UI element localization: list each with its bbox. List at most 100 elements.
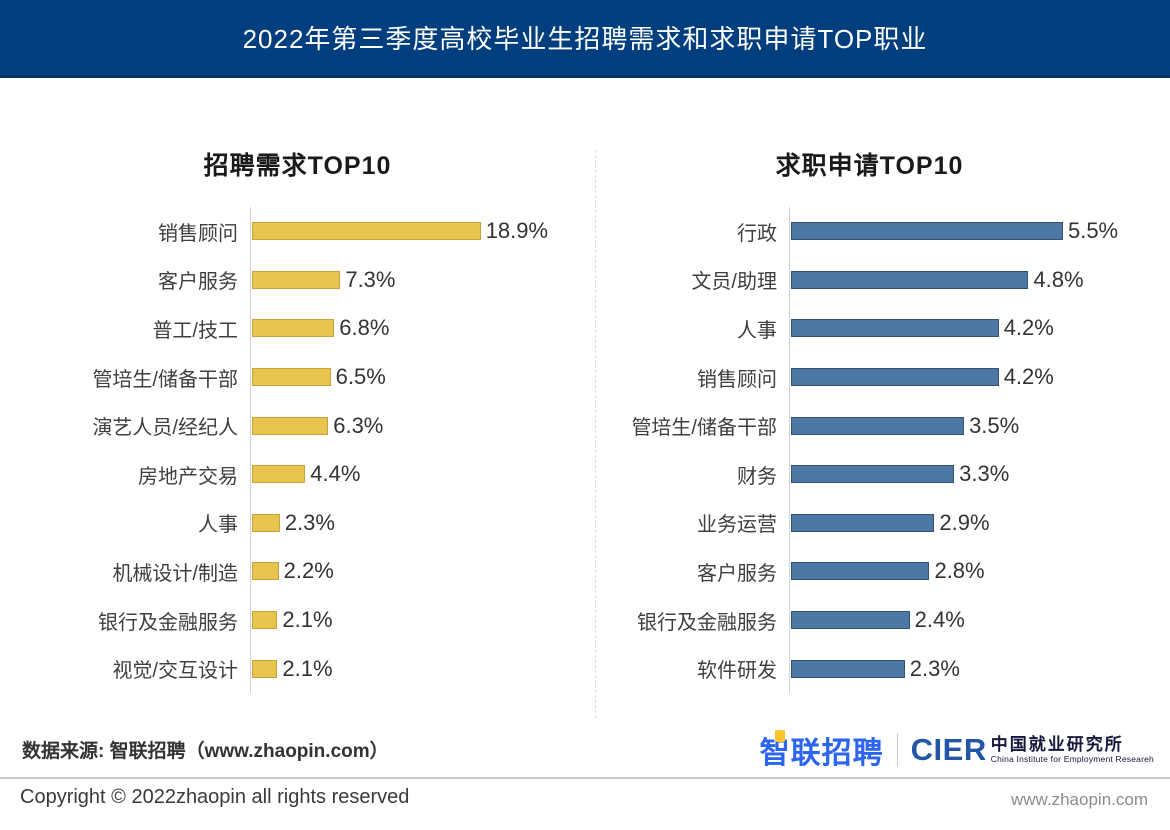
bar	[252, 319, 335, 338]
chart-separator-line	[595, 150, 596, 718]
bar-row: 业务运营 2.9%	[597, 498, 1142, 548]
bar-row: 银行及金融服务 2.4%	[597, 595, 1142, 645]
bar	[791, 416, 965, 435]
bar-cell: 2.4%	[789, 595, 1142, 645]
bar-row: 演艺人员/经纪人 6.3%	[0, 401, 595, 450]
category-label: 视觉/交互设计	[112, 660, 238, 683]
category-label: 软件研发	[697, 660, 777, 683]
bar	[791, 222, 1063, 241]
cier-english-name: China Institute for Employment Researeh	[990, 754, 1154, 765]
bar-row: 文员/助理 4.8%	[597, 255, 1142, 305]
bar	[252, 659, 278, 678]
bar-row: 财务 3.3%	[597, 449, 1142, 499]
website-text: www.zhaopin.com	[1010, 790, 1148, 809]
bar-row: 行政 5.5%	[597, 207, 1142, 256]
bar-cell: 3.3%	[789, 449, 1142, 499]
logo-group: 智联招聘 CIER 中国就业研究所 China Institute for Em…	[760, 728, 1154, 772]
source-row: 数据来源: 智联招聘（www.zhaopin.com） 智联招聘 CIER 中国…	[0, 726, 1170, 776]
copyright-text: Copyright © 2022zhaopin all rights reser…	[20, 786, 410, 808]
bar-cell: 5.5%	[789, 207, 1142, 256]
category-label: 人事	[737, 319, 777, 342]
bar-row: 销售顾问 18.9%	[0, 207, 595, 256]
value-label: 5.5%	[1067, 218, 1119, 244]
bar-cell: 2.1%	[250, 595, 595, 645]
bar-cell: 4.8%	[789, 255, 1142, 305]
bar	[252, 270, 341, 289]
value-label: 2.1%	[282, 655, 333, 681]
category-label: 普工/技工	[152, 319, 238, 342]
bar-cell: 18.9%	[250, 207, 595, 256]
category-label: 人事	[198, 514, 238, 537]
bar-cell: 2.8%	[789, 547, 1142, 596]
value-label: 2.8%	[934, 558, 985, 584]
value-label: 2.2%	[283, 558, 334, 584]
category-label: 文员/助理	[691, 271, 777, 294]
cier-chinese-name: 中国就业研究所	[990, 735, 1124, 755]
bar-cell: 6.8%	[250, 304, 595, 353]
bar	[252, 611, 278, 630]
bar-row: 机械设计/制造 2.2%	[0, 547, 595, 596]
data-source-text: 数据来源: 智联招聘（www.zhaopin.com）	[22, 741, 389, 762]
bar	[252, 368, 331, 387]
bar-cell: 2.9%	[789, 498, 1142, 548]
bar	[791, 319, 999, 338]
chart-recruitment-demand: 招聘需求TOP10 销售顾问 18.9% 客户服务 7.3% 普工/技工 6.8% 管培生/…	[0, 146, 595, 693]
bar-cell: 2.1%	[250, 644, 595, 693]
chart-title-right: 求职申请TOP10	[775, 152, 964, 180]
category-label: 财务	[737, 465, 777, 488]
category-label: 管培生/储备干部	[631, 417, 777, 440]
zhaopin-logo-text: 智联招聘	[759, 737, 884, 770]
bar-cell: 4.2%	[789, 352, 1142, 402]
bar	[791, 465, 955, 484]
bar	[791, 513, 935, 532]
chart-rows-right: 行政 5.5% 文员/助理 4.8% 人事 4.2% 销售顾问 4.2% 管培生/储备干部 3.5…	[597, 207, 1142, 693]
value-label: 2.3%	[909, 655, 960, 681]
bar	[252, 562, 279, 581]
value-label: 2.4%	[914, 607, 965, 633]
cier-abbr: CIER	[910, 732, 987, 767]
chart-title-left: 招聘需求TOP10	[203, 152, 392, 180]
bar	[252, 222, 481, 241]
value-label: 6.3%	[333, 412, 384, 438]
value-label: 2.3%	[284, 509, 335, 535]
bar-row: 销售顾问 4.2%	[597, 352, 1142, 402]
page-header: 2022年第三季度高校毕业生招聘需求和求职申请TOP职业	[0, 0, 1170, 78]
bar-cell: 6.3%	[250, 401, 595, 450]
category-label: 银行及金融服务	[98, 611, 238, 634]
category-label: 行政	[737, 222, 777, 245]
category-label: 客户服务	[158, 271, 238, 294]
category-label: 机械设计/制造	[112, 562, 238, 585]
value-label: 4.8%	[1033, 266, 1084, 292]
bar-row: 人事 2.3%	[0, 498, 595, 548]
bar	[791, 368, 999, 387]
bar	[252, 465, 306, 484]
bar-cell: 7.3%	[250, 255, 595, 305]
bar-row: 银行及金融服务 2.1%	[0, 595, 595, 645]
bar-row: 视觉/交互设计 2.1%	[0, 644, 595, 693]
bar-row: 人事 4.2%	[597, 304, 1142, 353]
bar-cell: 4.4%	[250, 449, 595, 499]
category-label: 演艺人员/经纪人	[92, 417, 238, 440]
category-label: 业务运营	[697, 514, 777, 537]
bar-cell: 2.3%	[789, 644, 1142, 693]
bar-cell: 2.3%	[250, 498, 595, 548]
value-label: 18.9%	[485, 218, 549, 244]
value-label: 7.3%	[345, 266, 396, 292]
value-label: 4.2%	[1003, 315, 1054, 341]
value-label: 3.3%	[959, 461, 1010, 487]
value-label: 6.8%	[339, 315, 390, 341]
bar	[791, 562, 930, 581]
value-label: 4.4%	[310, 461, 361, 487]
zhaopin-logo-yellow-accent	[774, 730, 785, 742]
logo-divider	[896, 733, 898, 767]
bar-row: 软件研发 2.3%	[597, 644, 1142, 693]
bar-cell: 6.5%	[250, 352, 595, 402]
bar-row: 管培生/储备干部 6.5%	[0, 352, 595, 402]
cier-name-block: 中国就业研究所 China Institute for Employment R…	[991, 736, 1154, 764]
category-label: 房地产交易	[138, 465, 238, 488]
chart-job-applications: 求职申请TOP10 行政 5.5% 文员/助理 4.8% 人事 4.2% 销售顾问 4.2% 管…	[597, 146, 1142, 693]
bar	[252, 513, 280, 532]
bar-cell: 4.2%	[789, 304, 1142, 353]
bar	[252, 416, 329, 435]
